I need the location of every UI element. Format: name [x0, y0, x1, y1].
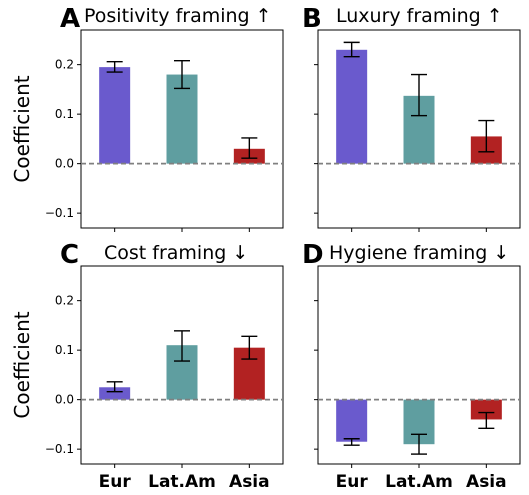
panel-b: B Luxury framing ↑: [302, 4, 521, 232]
y-tick-label: −0.1: [45, 442, 74, 456]
panel-d: Eur Lat.Am Asia D Hygiene framing ↓: [302, 240, 521, 492]
panel-title: Cost framing ↓: [104, 242, 248, 264]
y-axis-label: Coefficient: [10, 311, 34, 418]
panel-letter: D: [302, 240, 324, 270]
x-tick-label: Eur: [336, 472, 369, 492]
panel-letter: C: [60, 240, 79, 270]
x-tick-label: Asia: [466, 472, 507, 492]
panel-title: Luxury framing ↑: [336, 5, 503, 27]
panel-letter: A: [60, 4, 80, 34]
y-tick-label: 0.1: [55, 343, 74, 357]
x-tick-label: Eur: [99, 472, 132, 492]
y-tick-label: 0.2: [55, 58, 74, 72]
bar-eur: [99, 387, 131, 400]
bar-eur: [336, 49, 368, 164]
x-tick-label: Asia: [229, 472, 270, 492]
panel-letter: B: [302, 4, 322, 34]
bar-asia: [470, 399, 502, 420]
y-tick-label: −0.1: [45, 206, 74, 220]
bar-eur: [99, 67, 131, 164]
x-tick-label: Lat.Am: [148, 472, 216, 492]
bar-eur: [336, 399, 368, 442]
y-axis-label: Coefficient: [10, 75, 34, 182]
panel-title: Positivity framing ↑: [84, 5, 272, 27]
bar-latam: [166, 74, 198, 164]
x-tick-label: Lat.Am: [385, 472, 453, 492]
panel-a: −0.1 0.0 0.1 0.2 A Positivity framing ↑ Coeffi…: [10, 4, 284, 232]
y-tick-label: 0.1: [55, 107, 74, 121]
y-tick-label: 0.2: [55, 294, 74, 308]
panel-title: Hygiene framing ↓: [329, 242, 509, 264]
panel-c: −0.1 0.0 0.1 0.2 Eur Lat.Am Asia C Cost framing …: [10, 240, 284, 492]
y-tick-label: 0.0: [55, 157, 74, 171]
y-tick-label: 0.0: [55, 393, 74, 407]
